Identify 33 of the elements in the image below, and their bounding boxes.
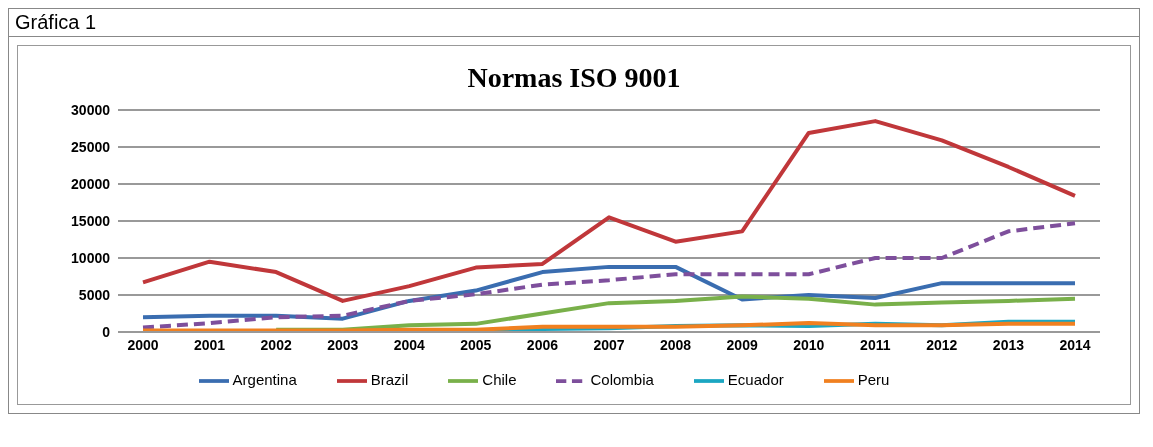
y-tick-label: 20000 <box>71 175 111 192</box>
x-tick-label: 2006 <box>526 336 559 353</box>
line-series <box>141 119 1077 303</box>
legend-label: Colombia <box>590 370 654 388</box>
x-tick-label: 2005 <box>460 336 492 353</box>
y-tick-label: 30000 <box>71 101 111 118</box>
legend-label: Argentina <box>232 370 297 388</box>
legend-label: Peru <box>857 370 890 388</box>
legend-label: Brazil <box>370 370 409 388</box>
x-tick-label: 2012 <box>926 336 958 353</box>
x-tick-label: 2003 <box>327 336 359 353</box>
x-tick-label: 2001 <box>193 336 226 353</box>
line-series <box>141 221 1077 330</box>
chart-title: Normas ISO 9001 <box>466 62 682 94</box>
x-tick-label: 2011 <box>860 336 891 353</box>
x-tick-label: 2010 <box>793 336 825 353</box>
x-tick-label: 2002 <box>260 336 292 353</box>
x-tick-label: 2014 <box>1059 336 1091 353</box>
x-tick-label: 2007 <box>593 336 625 353</box>
x-tick-label: 2013 <box>992 336 1025 353</box>
y-tick-label: 15000 <box>71 212 111 229</box>
x-tick-label: 2008 <box>659 336 692 353</box>
y-tick-label: 0 <box>102 323 111 340</box>
x-tick-label: 2004 <box>393 336 426 353</box>
y-tick-label: 5000 <box>78 286 111 303</box>
legend-label: Chile <box>482 370 517 388</box>
y-tick-label: 10000 <box>71 249 111 266</box>
legend-label: Ecuador <box>727 370 784 388</box>
x-tick-label: 2000 <box>127 336 159 353</box>
line-series <box>141 321 1077 332</box>
text: Gráfica 1 <box>9 9 1139 37</box>
x-tick-label: 2009 <box>726 336 758 353</box>
y-tick-label: 25000 <box>71 138 111 155</box>
